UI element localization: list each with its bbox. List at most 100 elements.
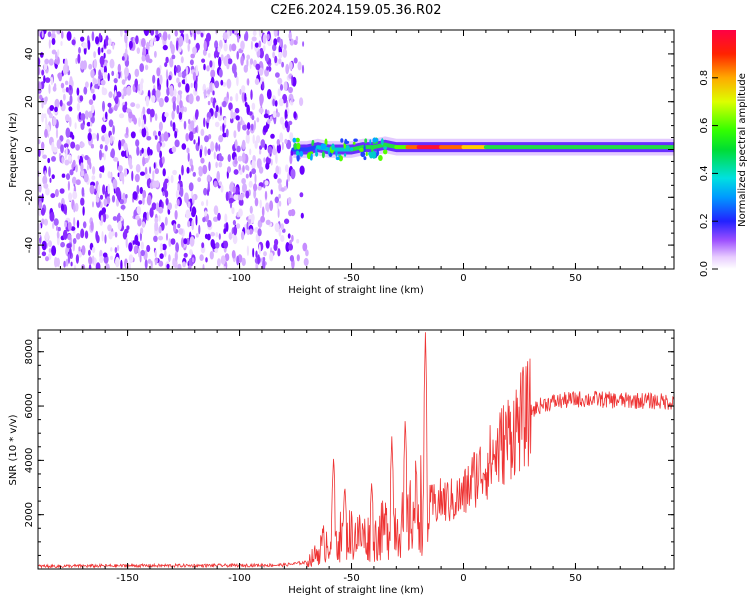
noise-speckle	[260, 139, 266, 148]
noise-speckle	[265, 240, 270, 249]
noise-speckle	[95, 36, 100, 45]
noise-speckle	[288, 32, 292, 40]
noise-speckle	[153, 162, 156, 169]
noise-speckle	[279, 116, 284, 125]
noise-speckle	[249, 171, 252, 178]
noise-speckle	[146, 194, 152, 206]
noise-speckle	[56, 230, 60, 239]
noise-speckle	[44, 96, 48, 102]
noise-speckle	[253, 183, 258, 192]
noise-speckle	[86, 164, 89, 171]
noise-speckle	[96, 234, 100, 244]
noise-speckle	[251, 115, 255, 121]
noise-speckle	[257, 186, 262, 191]
noise-speckle	[38, 81, 42, 92]
noise-speckle	[107, 171, 111, 179]
noise-speckle	[231, 207, 235, 215]
trace-blob	[360, 151, 366, 158]
noise-speckle	[253, 189, 257, 199]
noise-speckle	[136, 184, 140, 195]
noise-speckle	[38, 57, 41, 67]
noise-speckle	[181, 143, 187, 150]
noise-speckle	[104, 135, 110, 146]
noise-speckle	[250, 213, 255, 222]
noise-speckle	[291, 75, 294, 86]
noise-speckle	[175, 40, 179, 51]
colorbar-gradient	[712, 30, 736, 269]
noise-speckle	[144, 259, 148, 269]
noise-speckle	[289, 132, 293, 141]
noise-speckle	[87, 111, 93, 119]
noise-speckle	[75, 57, 78, 65]
noise-speckle	[246, 129, 250, 136]
noise-speckle	[250, 89, 253, 100]
noise-speckle	[172, 121, 176, 132]
noise-speckle	[102, 184, 106, 195]
noise-speckle	[108, 231, 113, 240]
y-tick-label: -40	[24, 237, 35, 253]
noise-speckle	[45, 231, 49, 241]
noise-speckle	[195, 95, 200, 102]
noise-speckle	[60, 241, 65, 248]
noise-speckle	[207, 89, 211, 95]
noise-speckle	[70, 141, 76, 149]
noise-speckle	[117, 220, 122, 231]
noise-speckle	[40, 52, 44, 58]
noise-speckle	[169, 91, 174, 97]
noise-speckle	[238, 164, 241, 171]
trace-blob	[345, 145, 350, 150]
noise-speckle	[196, 30, 201, 35]
noise-speckle	[244, 101, 248, 108]
noise-speckle	[183, 33, 187, 43]
noise-speckle	[237, 121, 241, 132]
noise-speckle	[171, 54, 176, 60]
noise-speckle	[169, 57, 174, 68]
noise-speckle	[141, 120, 145, 129]
noise-speckle	[147, 146, 151, 156]
noise-speckle	[293, 57, 298, 64]
noise-speckle	[57, 72, 62, 80]
noise-speckle	[280, 223, 285, 231]
trace-blob	[340, 138, 344, 143]
noise-speckle	[257, 228, 262, 237]
noise-speckle	[217, 212, 221, 221]
noise-speckle	[161, 243, 167, 251]
noise-speckle	[215, 242, 220, 249]
noise-speckle	[154, 50, 157, 58]
noise-speckle	[142, 46, 147, 57]
noise-speckle	[209, 60, 213, 68]
noise-speckle	[135, 35, 139, 45]
noise-speckle	[204, 210, 208, 217]
noise-speckle	[254, 140, 258, 149]
noise-speckle	[288, 61, 293, 70]
trace-blob	[292, 137, 297, 143]
noise-speckle	[44, 128, 48, 138]
noise-speckle	[99, 255, 104, 262]
noise-speckle	[242, 183, 247, 193]
noise-speckle	[102, 252, 108, 258]
noise-speckle	[48, 166, 51, 177]
noise-speckle	[76, 102, 80, 112]
noise-speckle	[213, 180, 218, 188]
noise-speckle	[288, 86, 293, 94]
noise-speckle	[225, 191, 229, 202]
noise-speckle	[262, 33, 267, 45]
noise-speckle	[136, 146, 140, 156]
noise-speckle	[168, 254, 171, 262]
colorbar-tick-label: 0.6	[699, 118, 710, 134]
noise-speckle	[204, 146, 208, 157]
noise-speckle	[199, 254, 204, 261]
noise-speckle	[61, 31, 64, 39]
x-tick-label: 50	[569, 573, 582, 584]
noise-speckle	[110, 171, 113, 180]
noise-speckle	[66, 101, 72, 106]
noise-speckle	[247, 78, 250, 86]
x-tick-label: 0	[460, 273, 466, 284]
noise-speckle	[124, 66, 129, 78]
noise-speckle	[216, 170, 220, 182]
noise-speckle	[197, 177, 202, 183]
noise-speckle	[146, 244, 151, 253]
y-tick-label: 6000	[24, 393, 35, 418]
noise-speckle	[214, 110, 218, 119]
y-tick-label: 0	[24, 146, 35, 152]
